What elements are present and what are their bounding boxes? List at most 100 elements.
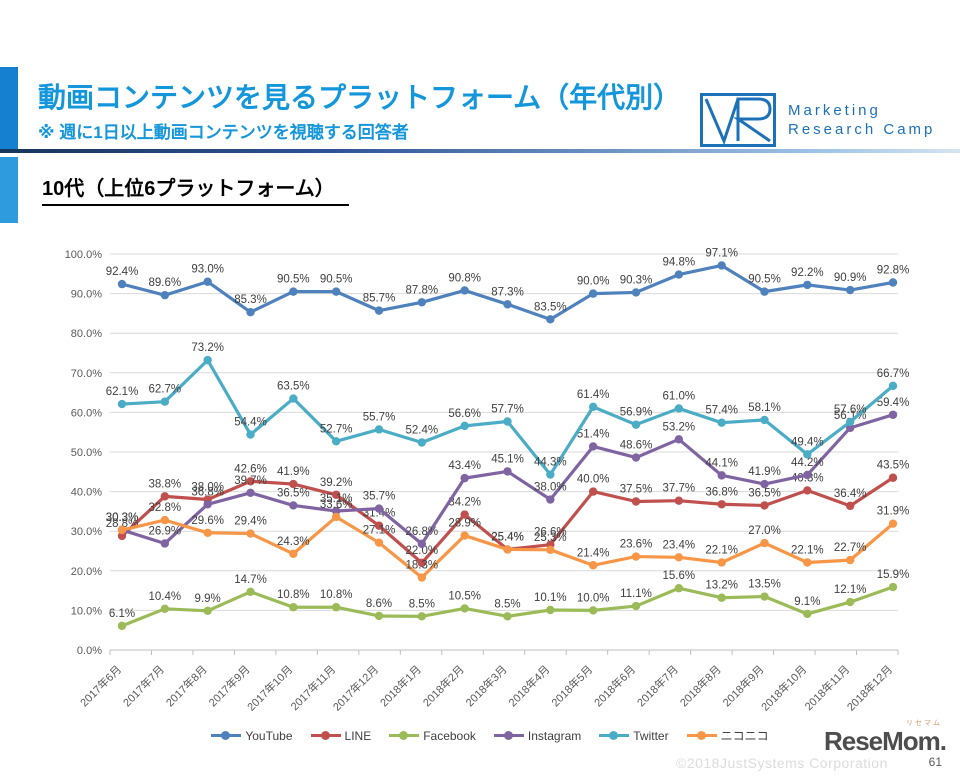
data-label: 21.4% (577, 547, 610, 559)
page-number: 61 (928, 755, 942, 769)
data-point (331, 490, 341, 499)
data-label: 42.6% (234, 463, 267, 475)
data-point (417, 573, 427, 582)
svg-text:2018年9月: 2018年9月 (720, 662, 767, 709)
data-label: 18.3% (406, 560, 439, 572)
data-label: 92.8% (877, 265, 910, 277)
data-point (546, 545, 555, 555)
legend-marker-icon (686, 731, 717, 740)
svg-text:60.0%: 60.0% (71, 407, 102, 419)
data-point (760, 287, 769, 296)
data-point (674, 404, 684, 413)
data-label: 90.9% (834, 272, 867, 284)
data-label: 8.5% (494, 598, 520, 610)
data-label: 87.8% (406, 284, 439, 296)
data-label: 92.2% (791, 267, 824, 279)
svg-text:70.0%: 70.0% (71, 368, 102, 380)
data-label: 35.1% (320, 493, 353, 505)
data-point (588, 402, 598, 412)
data-label: 37.7% (663, 483, 696, 495)
data-point (117, 531, 127, 541)
data-point (160, 539, 170, 548)
copyright-watermark: ©2018JustSystems Corporation (676, 755, 888, 771)
data-point (717, 558, 726, 567)
svg-text:2018年1月: 2018年1月 (377, 662, 424, 709)
data-label: 30.3% (106, 512, 139, 524)
data-point (631, 453, 641, 462)
data-point (845, 555, 855, 565)
data-label: 59.4% (877, 397, 910, 409)
data-point (246, 477, 255, 486)
svg-text:0.0%: 0.0% (77, 645, 102, 657)
data-point (246, 430, 255, 439)
data-label: 27.0% (748, 525, 781, 537)
data-label: 90.5% (748, 274, 781, 286)
data-label: 32.8% (149, 502, 182, 514)
data-point (674, 553, 684, 562)
logo-text: Marketing Research Camp (788, 101, 935, 139)
svg-text:2017年7月: 2017年7月 (120, 662, 167, 709)
data-point (631, 601, 641, 611)
data-label: 57.6% (834, 404, 867, 416)
data-point (588, 289, 598, 298)
data-point (331, 603, 341, 612)
data-label: 34.2% (448, 497, 481, 509)
marketing-research-camp-logo: Marketing Research Camp (700, 93, 935, 147)
data-label: 12.1% (834, 584, 867, 596)
svg-text:2018年8月: 2018年8月 (677, 662, 724, 709)
data-label: 45.1% (491, 453, 524, 465)
data-point (888, 278, 898, 287)
data-label: 90.5% (320, 274, 353, 286)
legend-item-twitter: Twitter (599, 729, 669, 743)
data-label: 10.1% (534, 592, 567, 604)
data-point (803, 450, 812, 459)
data-label: 10.4% (149, 591, 182, 603)
data-label: 36.8% (191, 486, 224, 498)
svg-text:10.0%: 10.0% (71, 605, 102, 617)
data-point (289, 501, 298, 510)
data-label: 61.0% (663, 390, 696, 402)
data-point (460, 510, 469, 519)
series-ニコニコ: 30.3% 32.8% 29.6% 29.4% 24.3% 33.6% 27.1% 18.3%… (106, 499, 909, 582)
data-label: 6.1% (109, 608, 135, 620)
data-point (888, 582, 898, 592)
svg-text:2017年9月: 2017年9月 (206, 662, 253, 709)
legend-label: Facebook (423, 728, 476, 743)
page-subtitle: ※ 週に1日以上動画コンテンツを視聴する回答者 (38, 123, 409, 142)
data-point (289, 394, 298, 403)
data-label: 73.2% (191, 342, 224, 354)
data-point (760, 415, 769, 425)
data-point (289, 287, 298, 296)
data-point (631, 552, 641, 561)
data-label: 22.1% (791, 544, 824, 556)
data-label: 10.8% (277, 589, 310, 601)
data-label: 23.6% (620, 539, 653, 551)
data-label: 39.7% (234, 475, 267, 487)
data-point (803, 486, 812, 495)
data-point (374, 306, 384, 315)
data-label: 94.8% (663, 257, 696, 269)
data-point (546, 315, 555, 324)
data-point (203, 355, 212, 365)
data-label: 53.2% (663, 421, 696, 433)
logo-line1: Marketing (788, 102, 881, 119)
data-point (546, 470, 555, 479)
data-label: 33.6% (320, 499, 353, 511)
data-label: 30.3% (106, 512, 139, 524)
data-label: 90.8% (448, 272, 481, 284)
legend-marker-icon (493, 731, 524, 740)
svg-text:2018年12月: 2018年12月 (844, 662, 895, 713)
data-point (503, 612, 512, 621)
data-label: 29.4% (234, 516, 267, 528)
data-point (417, 558, 427, 568)
data-label: 28.9% (448, 518, 481, 530)
chart-canvas: 0.0% 10.0% 20.0% 30.0% 40.0% 50.0% 60.0% 70.0% 8… (65, 247, 910, 713)
data-point (417, 612, 427, 621)
data-point (717, 593, 726, 602)
legend-label: ニコニコ (720, 729, 769, 743)
data-label: 58.1% (748, 402, 781, 414)
data-point (460, 286, 469, 295)
data-point (760, 592, 769, 601)
svg-text:2017年6月: 2017年6月 (77, 662, 124, 709)
